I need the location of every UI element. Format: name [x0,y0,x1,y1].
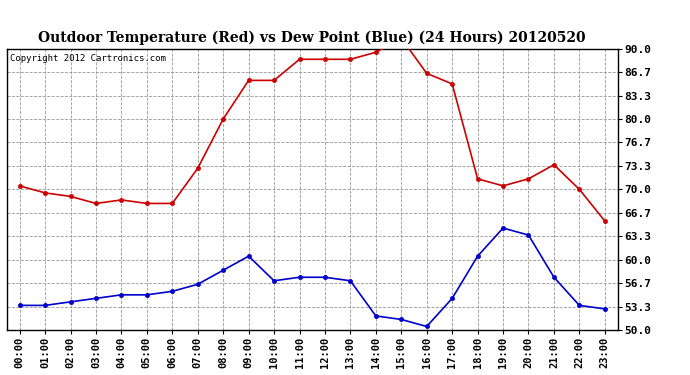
Title: Outdoor Temperature (Red) vs Dew Point (Blue) (24 Hours) 20120520: Outdoor Temperature (Red) vs Dew Point (… [39,30,586,45]
Text: Copyright 2012 Cartronics.com: Copyright 2012 Cartronics.com [10,54,166,63]
